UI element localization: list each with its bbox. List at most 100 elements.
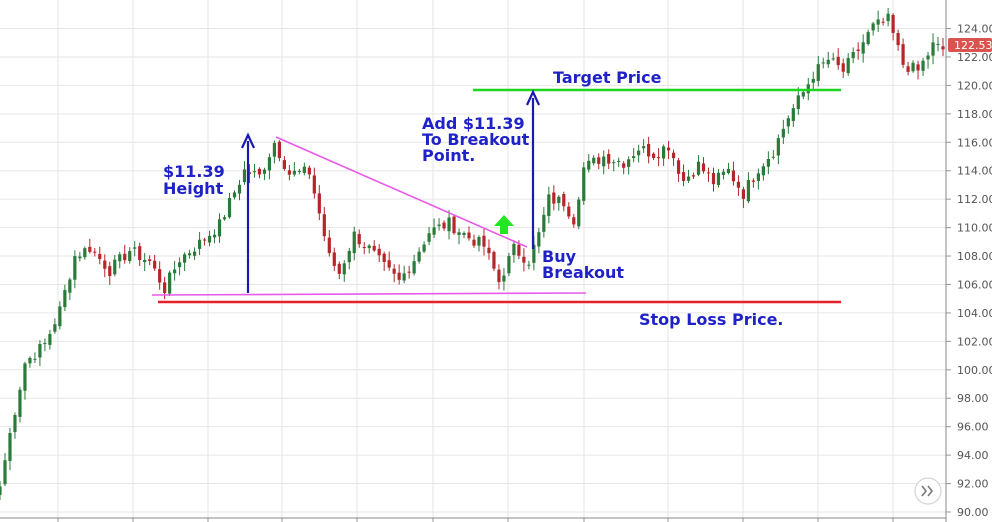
candle	[776, 134, 780, 165]
candle	[756, 168, 760, 190]
stop-loss-label: Stop Loss Price.	[639, 310, 784, 329]
candle-body	[931, 42, 935, 56]
candle-body	[881, 21, 885, 23]
candle	[252, 163, 257, 178]
candle-body	[402, 273, 406, 281]
candle-body	[816, 64, 820, 81]
candle-body	[452, 216, 456, 234]
candle-body	[277, 141, 282, 158]
candle	[113, 255, 117, 277]
candle	[178, 257, 182, 276]
candle	[138, 242, 142, 267]
candle	[297, 168, 301, 175]
candle	[736, 175, 741, 196]
buy-annotation: Buy Breakout	[542, 247, 624, 282]
candle	[192, 247, 197, 260]
candle-body	[163, 282, 167, 293]
candle-body	[367, 245, 371, 249]
candle-body	[846, 58, 850, 74]
candle-body	[562, 194, 566, 207]
candle	[457, 228, 461, 245]
candle	[851, 47, 855, 64]
candle	[632, 147, 636, 163]
candle-body	[472, 239, 476, 246]
candle-body	[876, 19, 880, 25]
add-annotation-line: Point.	[422, 146, 475, 165]
candle-body	[422, 244, 426, 252]
candle-body	[751, 180, 756, 182]
candle	[317, 185, 321, 221]
candle-body	[53, 324, 57, 332]
candle	[38, 340, 42, 366]
y-tick-label: 124.00	[957, 23, 992, 36]
y-tick-label: 114.00	[957, 165, 992, 178]
candle-body	[462, 232, 466, 236]
candle	[846, 53, 850, 76]
candle-body	[178, 262, 182, 268]
candle	[128, 247, 132, 264]
candle-body	[63, 290, 67, 308]
candle	[657, 148, 661, 167]
candle	[716, 169, 721, 188]
candle	[661, 144, 666, 167]
candle-body	[337, 263, 341, 274]
candle	[452, 215, 456, 235]
y-tick-label: 104.00	[957, 307, 992, 320]
candle	[876, 10, 880, 32]
height-arrow	[241, 132, 255, 293]
candle	[123, 244, 127, 264]
y-tick-label: 112.00	[957, 193, 992, 206]
candle	[447, 210, 451, 240]
candle-body	[437, 224, 441, 227]
candle-body	[866, 32, 870, 45]
candle-body	[632, 156, 636, 159]
candle-body	[148, 259, 152, 262]
candle-body	[68, 279, 72, 293]
candle	[247, 164, 252, 184]
candle-body	[292, 170, 296, 175]
candle-body	[726, 168, 731, 174]
candle	[796, 87, 800, 115]
candle	[901, 38, 905, 69]
candle	[267, 153, 272, 180]
candle	[557, 195, 561, 211]
candle-body	[103, 260, 107, 269]
candle	[83, 246, 87, 260]
candle-body	[417, 251, 421, 262]
candle-body	[312, 175, 316, 194]
candle-body	[197, 239, 202, 249]
candle	[587, 154, 591, 173]
candle	[866, 29, 870, 46]
candle	[68, 277, 72, 300]
candle-body	[696, 161, 701, 175]
candle-body	[33, 358, 37, 360]
candle	[367, 243, 371, 254]
candle	[382, 251, 386, 271]
double-chevron-right-icon	[921, 485, 934, 497]
candle	[377, 244, 381, 263]
scroll-to-latest-button[interactable]	[914, 477, 942, 505]
candle-body	[88, 246, 92, 252]
candle	[936, 36, 940, 52]
candle	[642, 139, 646, 153]
candle	[392, 264, 396, 283]
candle	[771, 149, 775, 160]
candle	[287, 165, 291, 181]
candle-body	[8, 433, 12, 461]
add-annotation-line: Add $11.39	[422, 114, 525, 133]
candle	[896, 29, 900, 51]
candle	[28, 356, 32, 368]
candle	[741, 186, 746, 208]
candle	[816, 56, 820, 87]
candle-body	[38, 343, 42, 358]
candle-body	[836, 56, 840, 66]
candle	[617, 157, 621, 168]
candle	[158, 261, 162, 290]
candle	[921, 57, 925, 76]
candle	[647, 136, 651, 164]
candle-body	[756, 173, 760, 181]
candle-body	[467, 232, 471, 239]
candle-body	[252, 171, 257, 173]
candle	[502, 268, 506, 291]
up-arrow-icon	[494, 215, 514, 234]
